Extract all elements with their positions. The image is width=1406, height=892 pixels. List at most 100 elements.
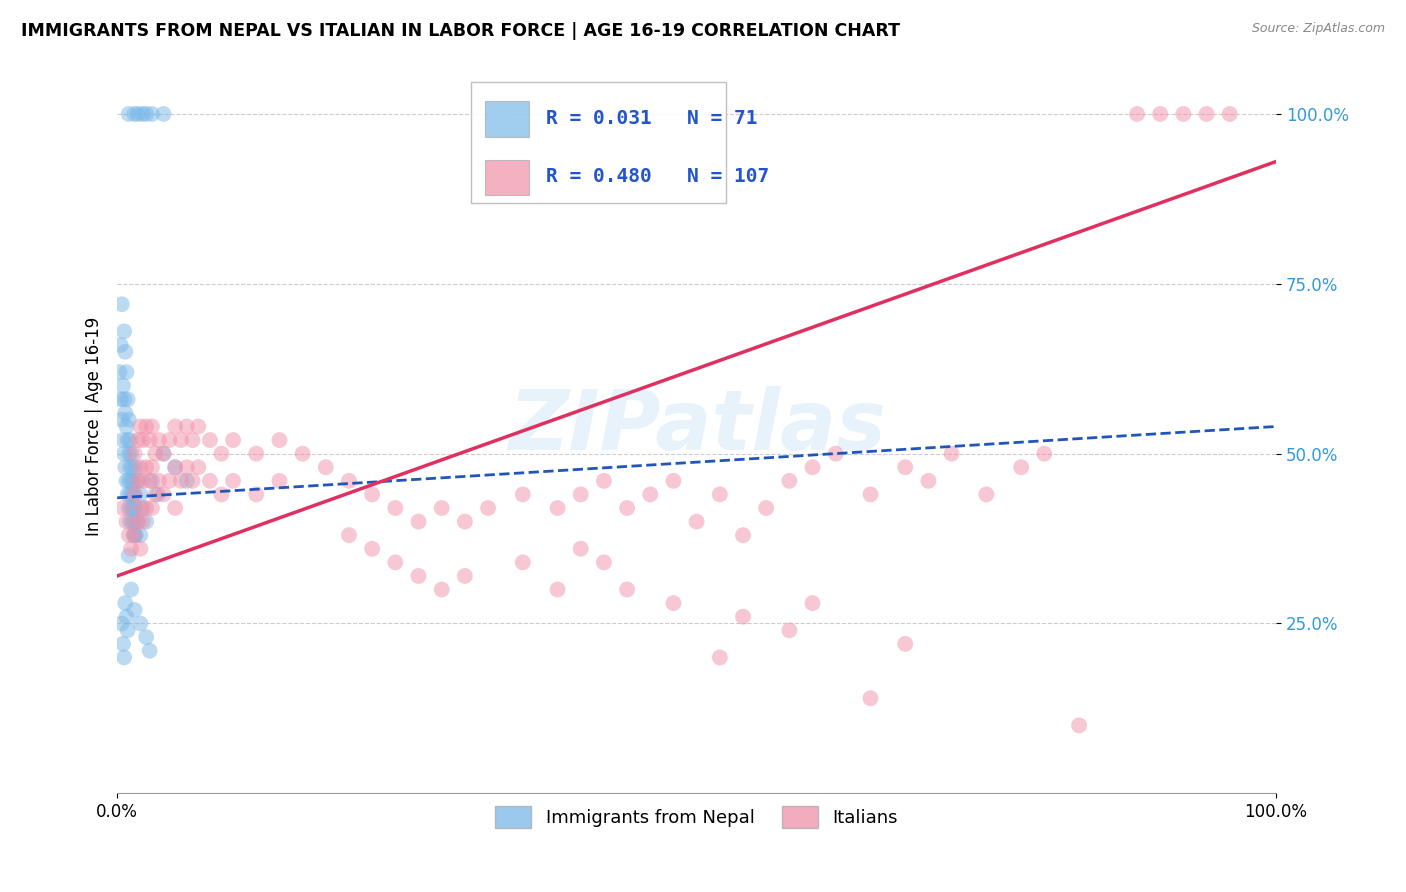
Point: [181, 474, 204, 488]
Point: [593, 555, 616, 569]
Point: [122, 501, 145, 516]
Point: [112, 447, 135, 461]
Point: [1010, 460, 1032, 475]
Point: [122, 528, 145, 542]
Point: [127, 433, 149, 447]
Point: [110, 392, 132, 407]
Point: [135, 460, 157, 475]
Point: [121, 487, 143, 501]
Point: [616, 582, 638, 597]
Point: [141, 419, 163, 434]
Point: [222, 433, 245, 447]
Y-axis label: In Labor Force | Age 16-19: In Labor Force | Age 16-19: [86, 317, 103, 536]
Point: [117, 624, 139, 638]
Point: [124, 107, 146, 121]
Point: [135, 501, 157, 516]
Point: [616, 501, 638, 516]
Point: [141, 460, 163, 475]
Point: [1126, 107, 1149, 121]
Point: [894, 460, 917, 475]
Point: [145, 447, 167, 461]
Point: [118, 433, 141, 447]
Point: [118, 515, 141, 529]
Point: [170, 433, 193, 447]
Point: [152, 447, 174, 461]
Point: [120, 541, 142, 556]
Point: [112, 392, 135, 407]
Point: [454, 515, 477, 529]
Point: [1173, 107, 1195, 121]
Point: [1149, 107, 1171, 121]
Point: [269, 433, 291, 447]
Point: [141, 501, 163, 516]
Point: [640, 487, 662, 501]
Point: [124, 603, 146, 617]
Point: [211, 447, 233, 461]
Text: R = 0.480   N = 107: R = 0.480 N = 107: [546, 168, 769, 186]
Point: [778, 624, 800, 638]
Point: [165, 460, 187, 475]
Point: [976, 487, 998, 501]
Point: [547, 501, 569, 516]
Point: [138, 433, 160, 447]
Point: [115, 609, 138, 624]
Point: [245, 447, 267, 461]
Point: [115, 515, 138, 529]
Point: [477, 501, 499, 516]
Point: [176, 460, 198, 475]
Point: [141, 474, 163, 488]
Point: [176, 419, 198, 434]
Point: [361, 487, 384, 501]
Point: [138, 474, 160, 488]
Text: IMMIGRANTS FROM NEPAL VS ITALIAN IN LABOR FORCE | AGE 16-19 CORRELATION CHART: IMMIGRANTS FROM NEPAL VS ITALIAN IN LABO…: [21, 22, 900, 40]
Point: [135, 419, 157, 434]
Point: [755, 501, 778, 516]
Point: [122, 474, 145, 488]
Point: [222, 474, 245, 488]
Point: [801, 460, 824, 475]
Point: [124, 487, 146, 501]
Point: [114, 406, 136, 420]
Point: [145, 487, 167, 501]
Point: [115, 365, 138, 379]
Point: [917, 474, 939, 488]
Point: [1195, 107, 1218, 121]
Point: [1033, 447, 1056, 461]
Point: [512, 487, 534, 501]
Point: [361, 541, 384, 556]
Point: [138, 643, 160, 657]
Point: [778, 474, 800, 488]
Point: [141, 107, 163, 121]
Point: [118, 412, 141, 426]
Point: [131, 515, 153, 529]
Point: [152, 487, 174, 501]
Point: [187, 460, 209, 475]
Point: [157, 433, 180, 447]
Point: [120, 501, 142, 516]
Point: [118, 501, 141, 516]
Bar: [485, 102, 529, 136]
Point: [127, 515, 149, 529]
Point: [315, 460, 337, 475]
Point: [512, 555, 534, 569]
FancyBboxPatch shape: [471, 81, 725, 202]
Point: [129, 501, 152, 516]
Point: [176, 474, 198, 488]
Point: [111, 616, 134, 631]
Point: [894, 637, 917, 651]
Point: [148, 474, 170, 488]
Point: [135, 630, 157, 644]
Point: [148, 433, 170, 447]
Point: [112, 324, 135, 338]
Point: [157, 474, 180, 488]
Point: [152, 107, 174, 121]
Point: [118, 107, 141, 121]
Point: [165, 460, 187, 475]
Point: [859, 691, 882, 706]
Point: [430, 582, 453, 597]
Legend: Immigrants from Nepal, Italians: Immigrants from Nepal, Italians: [488, 799, 905, 836]
Point: [129, 528, 152, 542]
Point: [824, 447, 846, 461]
Bar: [485, 161, 529, 195]
Point: [245, 487, 267, 501]
